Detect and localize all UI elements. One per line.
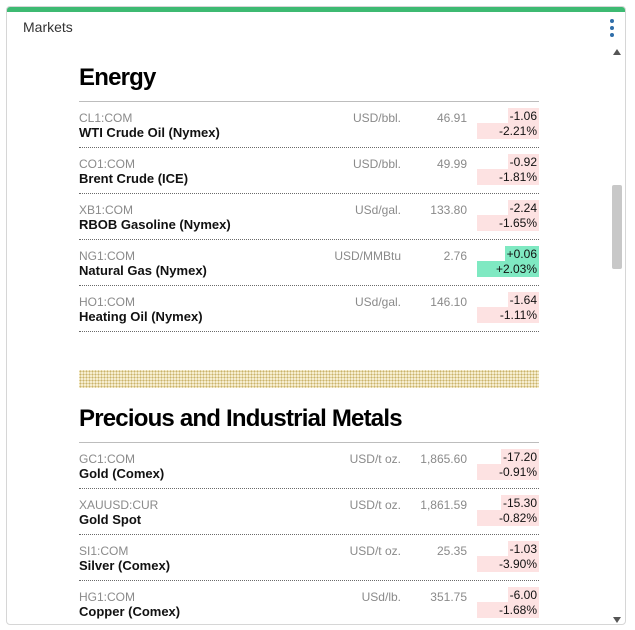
price-unit: USd/gal.	[354, 295, 401, 309]
price-change: -1.06	[507, 108, 539, 124]
ticker-symbol: CO1:COM	[79, 157, 136, 171]
quote-row[interactable]: SI1:COM Silver (Comex) USD/t oz. 25.35 -1.03…	[79, 535, 539, 581]
markets-content: Energy CL1:COM WTI Crude Oil (Nymex) USD/b…	[79, 47, 539, 624]
percent-change: -1.81%	[477, 169, 539, 185]
instrument-name: Heating Oil (Nymex)	[79, 309, 203, 324]
widget-title: Markets	[23, 19, 73, 35]
price-change: -0.92	[507, 154, 539, 170]
kebab-menu-icon[interactable]	[609, 19, 615, 37]
markets-widget: Markets Energy CL1:COM WTI Crude Oil (Nym…	[6, 6, 626, 625]
price-unit: USD/MMBtu	[334, 249, 401, 263]
ticker-symbol: XB1:COM	[79, 203, 134, 217]
section-divider	[79, 370, 539, 388]
instrument-name: Natural Gas (Nymex)	[79, 263, 207, 278]
section-title-metals: Precious and Industrial Metals	[79, 405, 403, 432]
scroll-up-arrow-icon[interactable]	[613, 49, 621, 55]
quote-row[interactable]: XB1:COM RBOB Gasoline (Nymex) USd/gal. 133.…	[79, 194, 539, 240]
instrument-name: Gold Spot	[79, 512, 142, 527]
last-price: 146.10	[430, 295, 467, 309]
price-unit: USd/lb.	[361, 590, 401, 604]
last-price: 25.35	[436, 544, 467, 558]
quote-row[interactable]: XAUUSD:CUR Gold Spot USD/t oz. 1,861.59 -15.…	[79, 489, 539, 535]
percent-change: +2.03%	[477, 261, 539, 277]
quote-row[interactable]: GC1:COM Gold (Comex) USD/t oz. 1,865.60 -17.…	[79, 443, 539, 489]
last-price: 133.80	[430, 203, 467, 217]
percent-change: -2.21%	[477, 123, 539, 139]
price-change: -17.20	[500, 449, 539, 465]
quote-row[interactable]: NG1:COM Natural Gas (Nymex) USD/MMBtu 2.76 +…	[79, 240, 539, 286]
price-unit: USD/bbl.	[352, 111, 401, 125]
percent-change: -0.82%	[477, 510, 539, 526]
last-price: 351.75	[430, 590, 467, 604]
quote-row[interactable]: HG1:COM Copper (Comex) USd/lb. 351.75 -6.00-…	[79, 581, 539, 624]
last-price: 1,861.59	[420, 498, 467, 512]
quote-row[interactable]: HO1:COM Heating Oil (Nymex) USd/gal. 146.10…	[79, 286, 539, 332]
price-unit: USD/t oz.	[349, 498, 401, 512]
ticker-symbol: HG1:COM	[79, 590, 136, 604]
percent-change: -0.91%	[477, 464, 539, 480]
vertical-scrollbar[interactable]	[611, 47, 623, 624]
last-price: 2.76	[443, 249, 467, 263]
section-title-energy: Energy	[79, 64, 156, 91]
last-price: 46.91	[436, 111, 467, 125]
quote-row[interactable]: CO1:COM Brent Crude (ICE) USD/bbl. 49.99 -0.…	[79, 148, 539, 194]
instrument-name: Brent Crude (ICE)	[79, 171, 189, 186]
instrument-name: Copper (Comex)	[79, 604, 181, 619]
percent-change: -3.90%	[477, 556, 539, 572]
quote-row[interactable]: CL1:COM WTI Crude Oil (Nymex) USD/bbl. 46.9…	[79, 102, 539, 148]
price-change: -2.24	[507, 200, 539, 216]
instrument-name: Gold (Comex)	[79, 466, 165, 481]
ticker-symbol: GC1:COM	[79, 452, 136, 466]
price-unit: USD/bbl.	[352, 157, 401, 171]
percent-change: -1.11%	[477, 307, 539, 323]
price-change: +0.06	[504, 246, 539, 262]
ticker-symbol: XAUUSD:CUR	[79, 498, 159, 512]
energy-table: CL1:COM WTI Crude Oil (Nymex) USD/bbl. 46.9…	[79, 101, 539, 332]
price-unit: USd/gal.	[354, 203, 401, 217]
scrollbar-thumb[interactable]	[612, 185, 622, 269]
scroll-down-arrow-icon[interactable]	[613, 617, 621, 623]
instrument-name: RBOB Gasoline (Nymex)	[79, 217, 231, 232]
ticker-symbol: CL1:COM	[79, 111, 133, 125]
instrument-name: WTI Crude Oil (Nymex)	[79, 125, 220, 140]
ticker-symbol: SI1:COM	[79, 544, 129, 558]
price-change: -1.03	[507, 541, 539, 557]
instrument-name: Silver (Comex)	[79, 558, 171, 573]
price-unit: USD/t oz.	[349, 544, 401, 558]
accent-bar	[7, 7, 625, 12]
last-price: 49.99	[436, 157, 467, 171]
percent-change: -1.65%	[477, 215, 539, 231]
price-unit: USD/t oz.	[349, 452, 401, 466]
price-change: -15.30	[500, 495, 539, 511]
price-change: -6.00	[507, 587, 539, 603]
price-change: -1.64	[507, 292, 539, 308]
metals-table: GC1:COM Gold (Comex) USD/t oz. 1,865.60 -17.…	[79, 442, 539, 624]
percent-change: -1.68%	[477, 602, 539, 618]
last-price: 1,865.60	[420, 452, 467, 466]
ticker-symbol: NG1:COM	[79, 249, 136, 263]
ticker-symbol: HO1:COM	[79, 295, 136, 309]
